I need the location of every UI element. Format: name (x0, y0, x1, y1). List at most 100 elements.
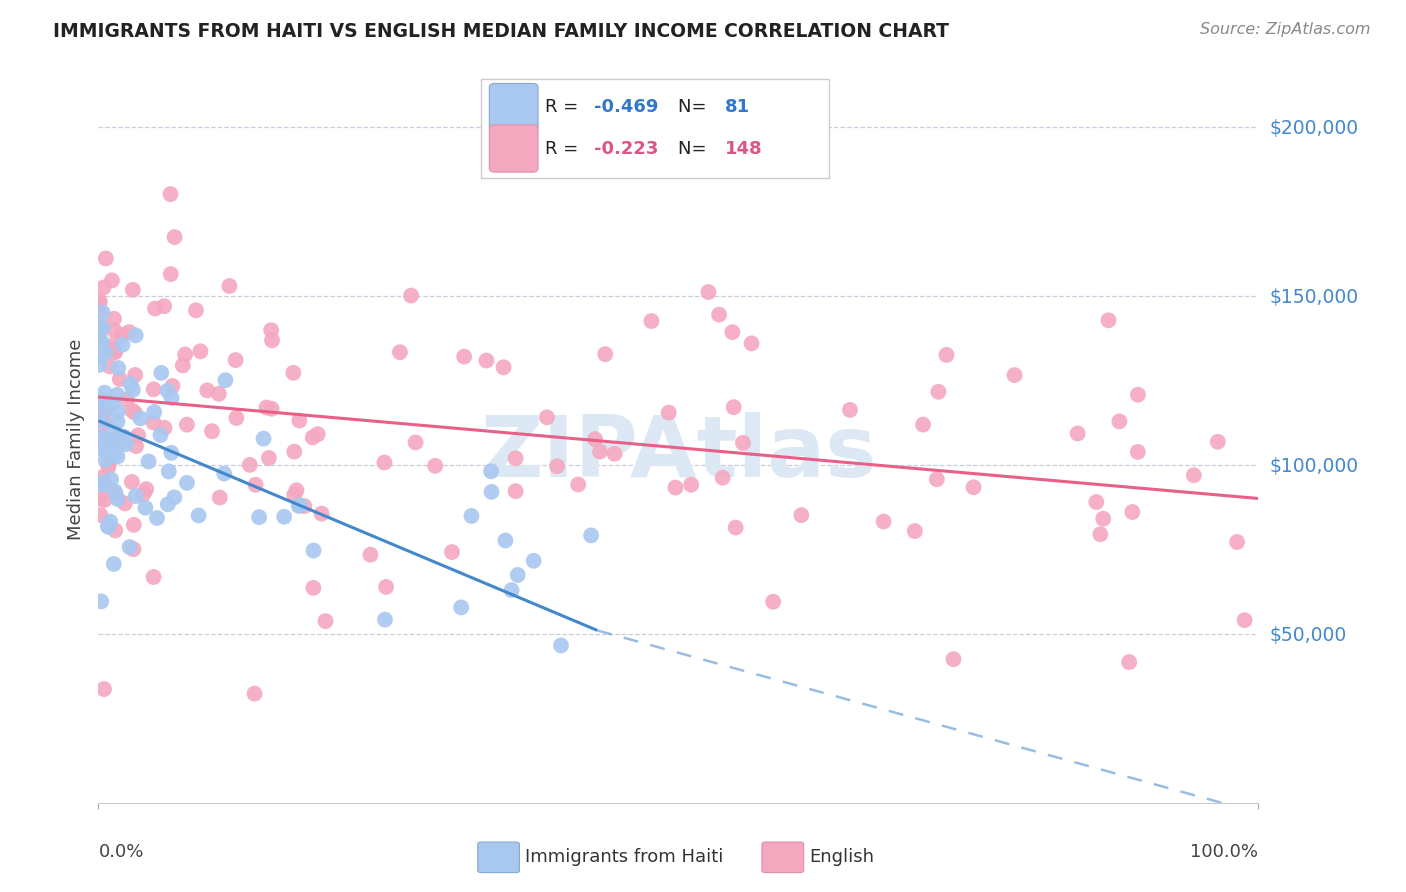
Text: 100.0%: 100.0% (1191, 843, 1258, 861)
Point (107, 415, 129, 429)
Point (288, 498, 311, 512)
Point (103, 449, 125, 463)
FancyBboxPatch shape (762, 842, 804, 872)
Point (105, 388, 128, 402)
Point (143, 405, 166, 419)
Point (494, 533, 516, 548)
Point (707, 308, 730, 322)
Point (450, 600, 472, 615)
Point (1097, 313, 1119, 327)
Point (160, 391, 183, 405)
Point (942, 652, 965, 666)
Point (89, 358, 111, 372)
Point (94, 478, 117, 492)
Point (101, 273, 124, 287)
Point (839, 403, 862, 417)
Point (98, 359, 121, 374)
Point (103, 311, 125, 326)
Point (218, 279, 240, 293)
Point (127, 428, 149, 442)
Point (283, 366, 305, 380)
Text: -0.469: -0.469 (593, 98, 658, 116)
Point (214, 373, 236, 387)
Text: N=: N= (678, 139, 713, 158)
Point (301, 430, 323, 444)
Point (132, 487, 155, 501)
Point (91, 335, 114, 350)
Point (94, 252, 117, 266)
Point (142, 382, 165, 396)
Point (142, 570, 165, 584)
Text: English: English (810, 848, 875, 866)
Point (100, 439, 122, 453)
Point (89, 321, 111, 335)
Point (89, 335, 111, 350)
Point (89, 402, 111, 417)
Point (104, 324, 127, 338)
Point (912, 417, 935, 432)
Point (103, 343, 125, 358)
Point (302, 581, 325, 595)
Point (658, 406, 681, 420)
Point (160, 446, 183, 460)
Point (589, 444, 612, 458)
Point (311, 507, 333, 521)
Text: 0.0%: 0.0% (98, 843, 143, 861)
Point (100, 434, 122, 448)
Point (243, 687, 266, 701)
Point (1126, 445, 1149, 459)
FancyBboxPatch shape (478, 842, 519, 872)
Point (1118, 655, 1140, 669)
Point (94, 443, 117, 458)
Point (307, 427, 329, 442)
Text: Source: ZipAtlas.com: Source: ZipAtlas.com (1201, 22, 1371, 37)
Point (374, 613, 396, 627)
Point (423, 458, 446, 473)
Point (1233, 613, 1256, 627)
Point (159, 267, 181, 281)
Point (89, 295, 111, 310)
Point (124, 406, 146, 420)
Point (176, 417, 198, 432)
Point (225, 411, 247, 425)
Point (98, 515, 121, 529)
Point (741, 336, 763, 351)
Point (962, 480, 984, 494)
Point (481, 484, 503, 499)
Point (935, 348, 957, 362)
Point (162, 379, 184, 393)
FancyBboxPatch shape (489, 84, 538, 131)
Point (97, 520, 120, 534)
Point (90, 594, 112, 608)
Point (283, 444, 305, 458)
Point (124, 368, 146, 382)
Point (1226, 535, 1249, 549)
Point (115, 437, 138, 451)
Text: 148: 148 (725, 139, 762, 158)
Text: IMMIGRANTS FROM HAITI VS ENGLISH MEDIAN FAMILY INCOME CORRELATION CHART: IMMIGRANTS FROM HAITI VS ENGLISH MEDIAN … (53, 22, 949, 41)
Point (492, 360, 515, 375)
Point (187, 508, 209, 523)
Point (579, 528, 602, 542)
Point (90, 491, 112, 506)
Point (212, 467, 235, 481)
Point (872, 515, 894, 529)
Point (256, 401, 278, 415)
Point (129, 411, 152, 425)
Point (103, 557, 125, 571)
Point (138, 454, 160, 468)
Point (135, 482, 157, 496)
Point (110, 434, 132, 449)
Point (91, 430, 114, 444)
Point (93, 493, 115, 508)
Point (93, 385, 115, 400)
Point (91, 394, 114, 409)
Point (260, 323, 283, 337)
Point (546, 459, 568, 474)
Point (388, 345, 411, 359)
Point (104, 345, 127, 359)
Point (724, 520, 747, 534)
Point (721, 325, 744, 339)
Point (288, 413, 311, 427)
Point (93, 405, 115, 419)
